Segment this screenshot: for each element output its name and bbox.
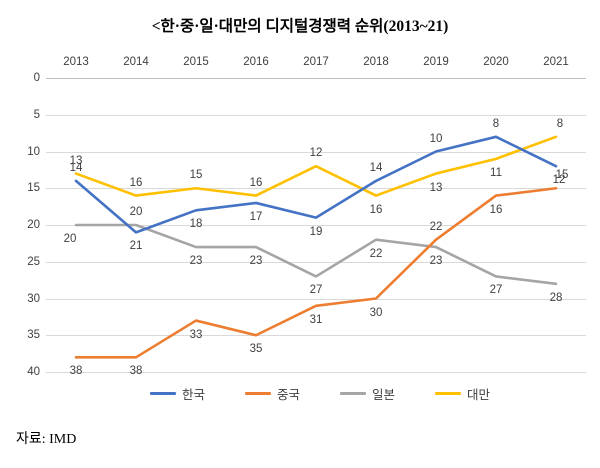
y-tick-label: 35 [27, 329, 40, 342]
data-point-label: 23 [429, 255, 443, 268]
legend-item[interactable]: 일본 [339, 384, 395, 403]
plot-area: 14 21 18 17 19 14 10 8 12 38 38 33 35 31 30 22 16 15 20 20 2… [46, 78, 586, 377]
data-point-label: 35 [249, 343, 263, 356]
legend-item[interactable]: 중국 [244, 384, 300, 403]
legend-item[interactable]: 한국 [150, 384, 205, 403]
grid-line [46, 188, 586, 190]
data-point-label: 20 [129, 206, 143, 218]
data-point-label: 38 [129, 365, 143, 378]
x-tick-label: 2020 [483, 56, 509, 68]
data-point-label: 16 [249, 176, 263, 189]
x-tick-label: 2018 [363, 56, 389, 68]
series-line [74, 186, 558, 359]
y-tick-label: 15 [27, 182, 40, 195]
chart-title: <한·중·일·대만의 디지털경쟁력 순위(2013~21) [151, 18, 449, 35]
legend-swatch [339, 391, 366, 395]
series-line [74, 135, 558, 197]
data-point-label: 20 [63, 233, 77, 245]
grid-line [46, 261, 586, 263]
data-point-label: 21 [129, 240, 143, 253]
y-axis-tick-labels: 0 5 10 15 20 25 30 35 40 [8, 72, 40, 378]
x-tick-label: 2021 [543, 56, 569, 68]
y-tick-label: 0 [33, 72, 40, 84]
data-point-label: 12 [309, 147, 323, 160]
source-note: 자료: IMD [16, 432, 77, 447]
x-tick-label: 2014 [123, 56, 149, 68]
y-tick-label: 5 [33, 108, 40, 121]
data-point-label: 15 [555, 169, 569, 182]
data-point-label: 13 [69, 154, 83, 167]
grid-line [46, 335, 586, 337]
y-tick-label: 10 [27, 145, 40, 158]
legend-label: 한국 [182, 387, 206, 402]
data-point-label: 12 [552, 174, 566, 187]
x-tick-label: 2017 [303, 56, 329, 68]
data-point-label: 15 [189, 169, 203, 182]
data-point-label: 14 [69, 161, 83, 174]
x-tick-label: 2013 [63, 56, 89, 68]
grid-line [46, 78, 586, 79]
data-point-label: 22 [369, 247, 383, 260]
series-line [74, 223, 558, 286]
data-point-label: 23 [189, 255, 203, 268]
data-point-label: 23 [249, 255, 263, 268]
legend-swatch [434, 391, 461, 395]
data-point-label: 8 [492, 117, 500, 130]
x-axis-tick-labels: 2013 2014 2015 2016 2017 2018 2019 2020 2021 [46, 56, 586, 74]
series-line [74, 135, 558, 234]
data-point-label: 10 [429, 132, 443, 145]
data-point-label: 11 [490, 166, 502, 179]
data-point-label: 19 [309, 225, 323, 238]
data-point-label: 14 [369, 161, 383, 174]
grid-line [46, 114, 586, 116]
data-point-label: 8 [556, 117, 564, 130]
legend-label: 중국 [276, 387, 300, 402]
legend: 한국 중국 일본 대만 [150, 382, 490, 404]
data-point-label: 33 [189, 328, 203, 341]
x-tick-label: 2015 [183, 56, 209, 68]
series-lines [74, 135, 558, 359]
x-tick-label: 2016 [243, 56, 269, 68]
data-point-label: 17 [249, 210, 263, 223]
data-point-label: 16 [129, 176, 143, 189]
x-tick-label: 2019 [423, 56, 449, 68]
data-point-label: 27 [309, 284, 323, 297]
grid-line [46, 151, 586, 153]
data-point-label: 16 [489, 203, 503, 216]
legend-label: 대만 [466, 387, 490, 402]
grid-line [46, 298, 586, 300]
y-tick-label: 20 [27, 219, 40, 231]
data-point-label: 28 [549, 291, 563, 304]
legend-swatch [150, 391, 176, 395]
data-point-label: 18 [189, 218, 203, 231]
legend-label: 일본 [371, 387, 395, 402]
legend-swatch [244, 391, 271, 395]
y-tick-label: 40 [27, 366, 40, 378]
grid-line [46, 225, 586, 226]
grid-line [46, 372, 586, 373]
data-point-label: 30 [369, 306, 383, 319]
legend-item[interactable]: 대만 [434, 384, 490, 403]
data-point-label: 27 [489, 284, 503, 297]
data-point-label: 13 [429, 181, 443, 194]
data-point-label: 31 [309, 313, 323, 326]
data-point-label: 38 [69, 365, 83, 378]
data-point-label: 16 [369, 203, 383, 216]
data-point-label: 22 [429, 220, 443, 233]
y-tick-label: 30 [27, 292, 40, 305]
y-tick-label: 25 [27, 255, 40, 268]
